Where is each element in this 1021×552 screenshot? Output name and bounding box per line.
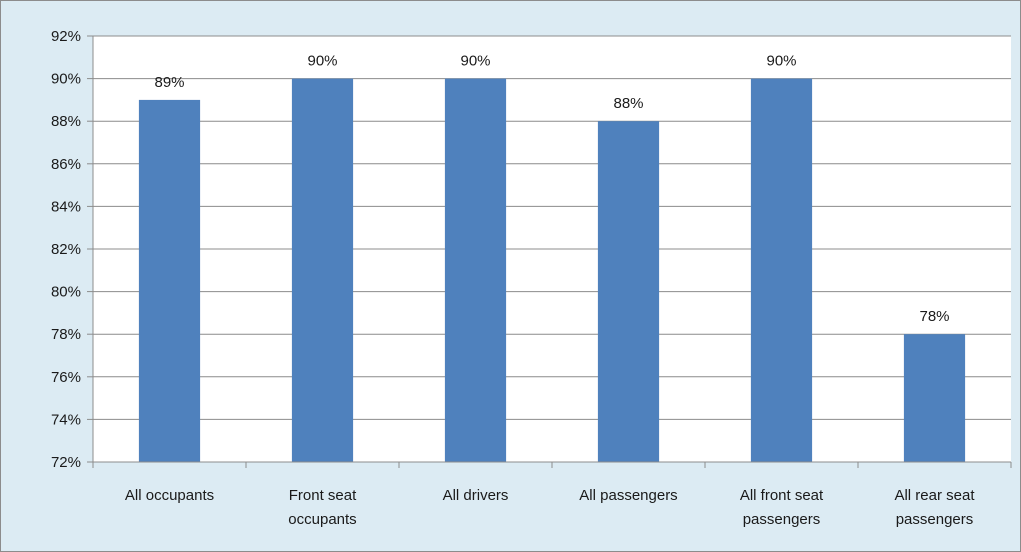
- category-label: All passengers: [579, 487, 677, 504]
- data-label: 78%: [919, 308, 949, 325]
- y-tick-label: 90%: [51, 71, 81, 88]
- y-tick-label: 80%: [51, 284, 81, 301]
- bar: [444, 78, 507, 462]
- category-label-line: All rear seat: [894, 487, 975, 504]
- category-label-line: Front seat: [289, 487, 357, 504]
- y-tick-label: 82%: [51, 241, 81, 258]
- category-label: All rear seat passengers: [894, 487, 975, 528]
- y-tick-label: 84%: [51, 198, 81, 215]
- y-tick-label: 86%: [51, 156, 81, 173]
- data-label: 90%: [307, 53, 337, 70]
- bar: [750, 78, 813, 462]
- category-label-line: passengers: [743, 511, 821, 528]
- y-tick-label: 74%: [51, 411, 81, 428]
- data-label: 88%: [613, 95, 643, 112]
- y-tick-label: 78%: [51, 326, 81, 343]
- y-tick-label: 92%: [51, 28, 81, 45]
- category-label-line: All passengers: [579, 487, 677, 504]
- category-label-line: All occupants: [125, 487, 214, 504]
- category-label: Front seat occupants: [288, 487, 357, 528]
- bar: [138, 99, 201, 463]
- bar: [291, 78, 354, 462]
- bar: [597, 121, 660, 462]
- category-label-line: All drivers: [443, 487, 509, 504]
- y-tick-label: 88%: [51, 113, 81, 130]
- bar: [903, 334, 966, 462]
- y-tick-label: 72%: [51, 454, 81, 471]
- category-label: All front seat passengers: [740, 487, 824, 528]
- category-label-line: All front seat: [740, 487, 824, 504]
- data-label: 90%: [766, 53, 796, 70]
- data-label: 90%: [460, 53, 490, 70]
- category-label-line: passengers: [896, 511, 974, 528]
- category-label: All occupants: [125, 487, 214, 504]
- category-label-line: occupants: [288, 511, 356, 528]
- data-label: 89%: [154, 74, 184, 91]
- y-tick-label: 76%: [51, 369, 81, 386]
- category-label: All drivers: [443, 487, 509, 504]
